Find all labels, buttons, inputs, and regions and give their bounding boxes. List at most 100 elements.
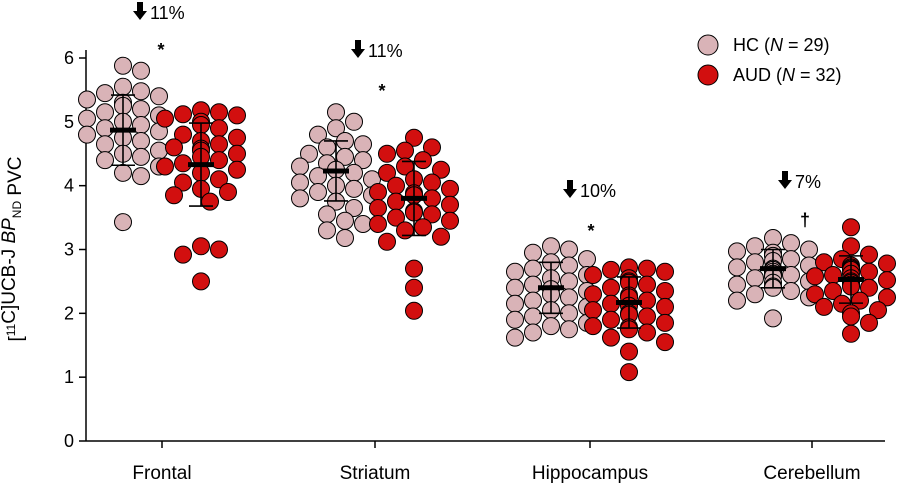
point-aud-striatum bbox=[396, 141, 414, 160]
x-tick-label-frontal: Frontal bbox=[132, 463, 191, 484]
significance-marker-cerebellum: † bbox=[800, 210, 810, 230]
point-aud-striatum bbox=[405, 259, 423, 278]
legend-label-part: = 29) bbox=[783, 35, 830, 55]
point-aud-cerebellum bbox=[842, 218, 860, 237]
y-axis-label-part: C]UCB-J bbox=[0, 244, 20, 324]
y-axis-label-part: [ bbox=[6, 336, 27, 342]
point-aud-cerebellum bbox=[860, 313, 878, 332]
point-hc-frontal bbox=[114, 77, 132, 96]
percent-change-frontal: 11% bbox=[150, 3, 185, 23]
x-ticks: Frontal Striatum Hippocampus Cerebellum bbox=[132, 441, 861, 484]
point-hc-frontal bbox=[96, 103, 114, 122]
y-tick-label: 0 bbox=[64, 431, 74, 451]
point-hc-hippocampus bbox=[560, 256, 578, 275]
point-aud-cerebellum bbox=[806, 285, 824, 304]
y-tick-label: 1 bbox=[64, 367, 74, 387]
point-aud-striatum bbox=[405, 278, 423, 297]
point-hc-cerebellum bbox=[728, 242, 746, 261]
point-aud-striatum bbox=[423, 173, 441, 192]
point-hc-striatum bbox=[327, 119, 345, 138]
point-hc-cerebellum bbox=[746, 269, 764, 288]
point-hc-hippocampus bbox=[506, 278, 524, 297]
point-hc-frontal bbox=[132, 100, 150, 119]
point-hc-cerebellum bbox=[782, 234, 800, 253]
point-hc-striatum bbox=[300, 144, 318, 163]
point-aud-hippocampus bbox=[656, 262, 674, 281]
point-hc-frontal bbox=[132, 82, 150, 101]
y-tick-label: 5 bbox=[64, 112, 74, 132]
point-hc-hippocampus bbox=[560, 288, 578, 307]
point-aud-hippocampus bbox=[656, 313, 674, 332]
point-aud-cerebellum bbox=[806, 267, 824, 286]
point-hc-cerebellum bbox=[728, 258, 746, 277]
point-hc-hippocampus bbox=[524, 259, 542, 278]
point-aud-cerebellum bbox=[860, 278, 878, 297]
point-aud-frontal bbox=[174, 105, 192, 124]
point-hc-hippocampus bbox=[578, 250, 596, 269]
point-hc-frontal bbox=[132, 167, 150, 186]
y-axis-label-part: 11 bbox=[4, 323, 18, 336]
point-aud-striatum bbox=[414, 218, 432, 237]
point-aud-striatum bbox=[423, 138, 441, 157]
point-aud-striatum bbox=[369, 215, 387, 233]
point-aud-frontal bbox=[228, 160, 246, 179]
point-hc-striatum bbox=[345, 112, 363, 131]
point-aud-striatum bbox=[405, 128, 423, 147]
point-aud-frontal bbox=[210, 240, 228, 259]
point-aud-cerebellum bbox=[878, 288, 896, 307]
x-tick-label-striatum: Striatum bbox=[340, 463, 411, 484]
point-hc-frontal bbox=[132, 132, 150, 150]
point-aud-hippocampus bbox=[656, 297, 674, 316]
point-aud-striatum bbox=[369, 183, 387, 201]
point-hc-frontal bbox=[132, 61, 150, 80]
point-aud-cerebellum bbox=[842, 237, 860, 256]
legend-label-aud: AUD (N = 32) bbox=[733, 65, 842, 85]
point-aud-frontal bbox=[228, 106, 246, 125]
point-aud-frontal bbox=[192, 237, 210, 256]
point-aud-frontal bbox=[210, 151, 228, 170]
point-aud-frontal bbox=[174, 173, 192, 192]
point-hc-hippocampus bbox=[560, 320, 578, 339]
legend-label-part: AUD ( bbox=[733, 65, 782, 85]
legend-label-part: N bbox=[770, 35, 784, 55]
legend-marker-hc bbox=[697, 34, 719, 56]
point-hc-frontal bbox=[78, 90, 96, 109]
point-hc-frontal bbox=[114, 56, 132, 75]
point-aud-hippocampus bbox=[638, 307, 656, 326]
point-aud-hippocampus bbox=[584, 285, 602, 304]
point-hc-hippocampus bbox=[560, 304, 578, 323]
point-aud-striatum bbox=[441, 211, 459, 230]
point-aud-hippocampus bbox=[638, 323, 656, 342]
point-hc-hippocampus bbox=[524, 323, 542, 342]
point-hc-hippocampus bbox=[542, 237, 560, 256]
point-aud-frontal bbox=[165, 186, 183, 205]
point-hc-striatum bbox=[345, 199, 363, 217]
summary-bars bbox=[110, 94, 864, 329]
point-hc-hippocampus bbox=[506, 294, 524, 313]
data-points bbox=[78, 56, 896, 382]
down-arrow-icon-frontal bbox=[133, 2, 147, 20]
point-hc-striatum bbox=[318, 221, 336, 240]
point-hc-hippocampus bbox=[506, 328, 524, 347]
point-hc-hippocampus bbox=[506, 310, 524, 329]
point-aud-striatum bbox=[441, 195, 459, 214]
point-aud-striatum bbox=[423, 205, 441, 224]
percent-change-hippocampus: 10% bbox=[580, 181, 616, 201]
x-tick-label-cerebellum: Cerebellum bbox=[763, 463, 860, 484]
point-hc-striatum bbox=[354, 135, 372, 154]
point-aud-striatum bbox=[387, 176, 405, 195]
point-aud-cerebellum bbox=[860, 245, 878, 264]
point-aud-frontal bbox=[174, 125, 192, 144]
point-hc-cerebellum bbox=[728, 275, 746, 294]
point-aud-frontal bbox=[210, 135, 228, 154]
legend-label-part: = 32) bbox=[795, 65, 842, 85]
point-aud-striatum bbox=[432, 227, 450, 246]
legend-label-hc: HC (N = 29) bbox=[733, 35, 830, 55]
y-axis-label: [11C]UCB-J BPND PVC bbox=[0, 156, 27, 341]
point-hc-striatum bbox=[354, 215, 372, 233]
point-hc-hippocampus bbox=[524, 243, 542, 262]
point-hc-frontal bbox=[96, 151, 114, 170]
point-aud-striatum bbox=[378, 163, 396, 182]
legend: HC (N = 29)AUD (N = 32) bbox=[697, 34, 842, 86]
point-aud-frontal bbox=[174, 245, 192, 264]
